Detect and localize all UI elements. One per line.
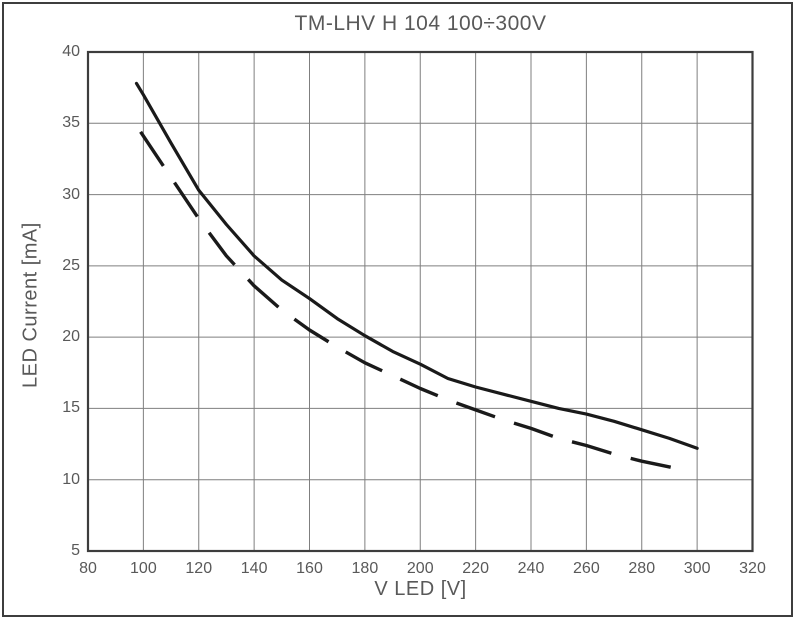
y-tick-label: 25 xyxy=(62,256,80,274)
x-tick-label: 100 xyxy=(130,560,157,577)
x-tick-label: 200 xyxy=(406,560,434,577)
x-tick-label: 80 xyxy=(79,560,97,577)
x-tick-label: 300 xyxy=(683,560,711,577)
x-tick-label: 320 xyxy=(739,560,766,577)
x-tick-label: 180 xyxy=(351,560,379,577)
y-tick-label: 30 xyxy=(62,185,80,203)
x-tick-label: 140 xyxy=(240,560,268,577)
y-tick-label: 15 xyxy=(62,399,80,417)
y-tick-label: 40 xyxy=(62,43,80,60)
x-tick-label: 160 xyxy=(296,560,323,577)
x-tick-label: 240 xyxy=(517,560,545,577)
x-tick-label: 120 xyxy=(185,560,213,577)
y-tick-label: 10 xyxy=(62,470,80,488)
x-axis-label: V LED [V] xyxy=(374,578,467,600)
y-tick-label: 20 xyxy=(62,328,80,346)
x-tick-label: 220 xyxy=(462,560,489,577)
x-tick-label: 260 xyxy=(573,560,600,577)
x-tick-label: 280 xyxy=(628,560,656,577)
dashed-curve xyxy=(139,130,690,473)
solid-curve xyxy=(134,81,699,450)
outer-frame xyxy=(2,2,793,617)
plot-border xyxy=(86,50,754,553)
chart-title: TM-LHV H 104 100÷300V xyxy=(294,12,547,35)
y-tick-label: 35 xyxy=(62,114,80,132)
y-tick-label: 5 xyxy=(71,542,80,559)
